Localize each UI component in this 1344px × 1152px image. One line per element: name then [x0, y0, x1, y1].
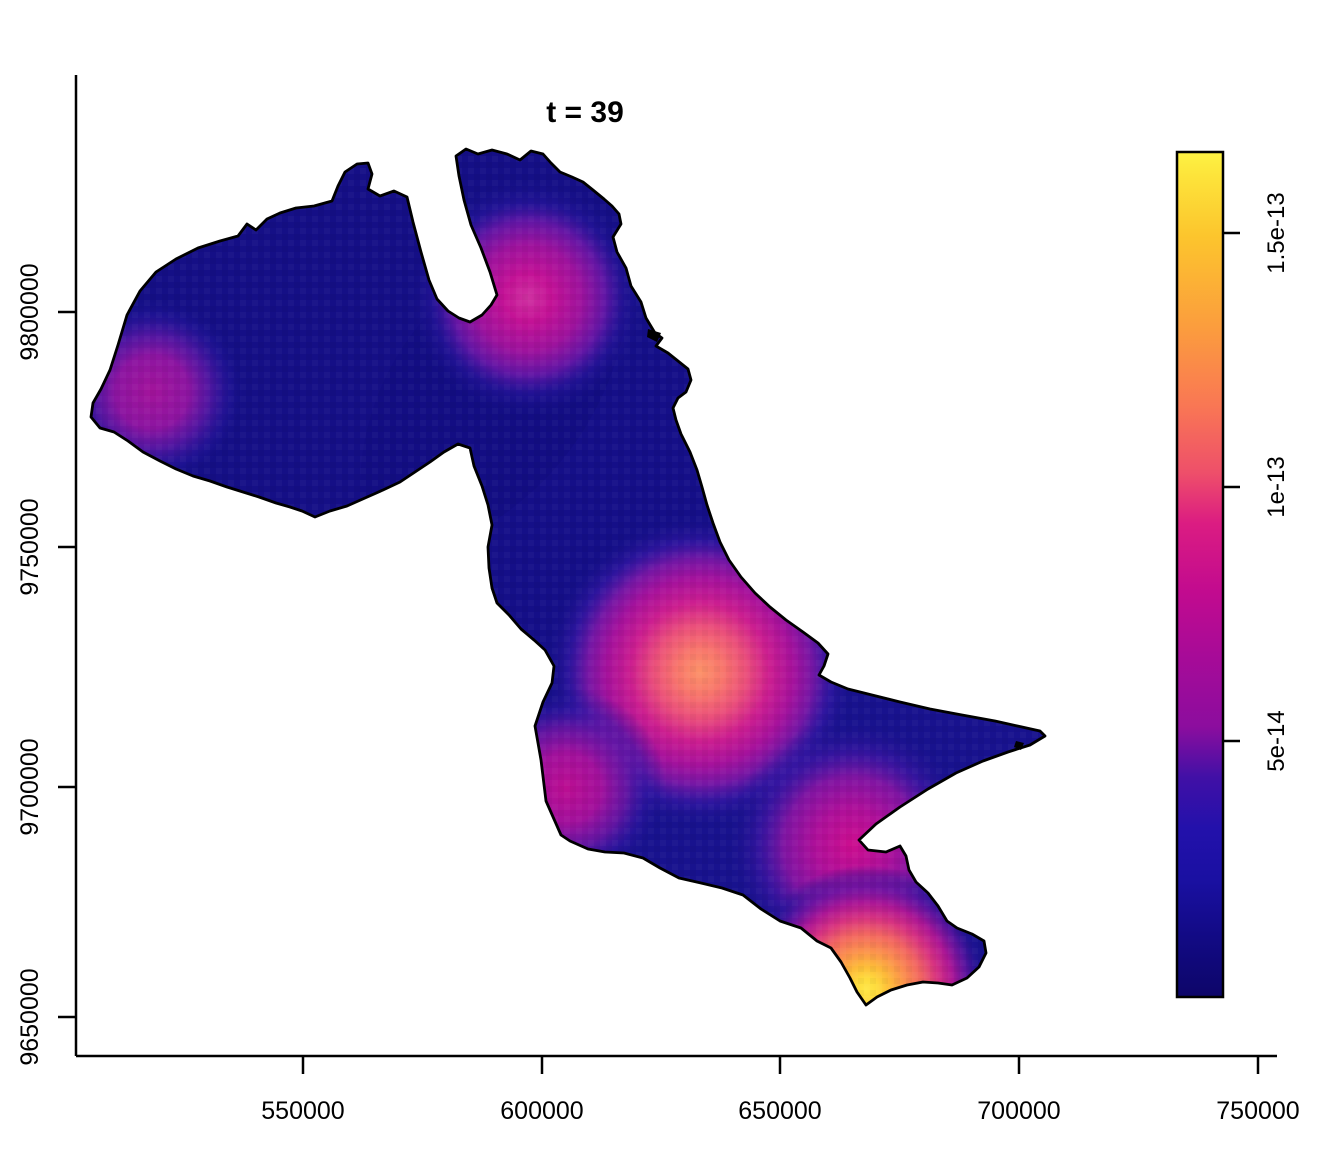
colorbar-tick-label: 1e-13 — [1263, 456, 1290, 517]
x-tick-labels: 550000 600000 650000 700000 750000 — [261, 1097, 1299, 1125]
x-tick-label: 750000 — [1216, 1097, 1299, 1125]
y-tick-label: 9750000 — [16, 498, 44, 595]
x-tick-label: 600000 — [500, 1097, 583, 1125]
y-tick-label: 9650000 — [16, 968, 44, 1065]
colorbar: 1.5e-13 1e-13 5e-14 — [1175, 150, 1290, 999]
axes — [58, 75, 1277, 1074]
x-tick-label: 700000 — [977, 1097, 1060, 1125]
colorbar-tick-label: 5e-14 — [1263, 710, 1290, 771]
y-tick-label: 9700000 — [16, 738, 44, 835]
region-boundary — [89, 147, 1047, 1007]
y-tick-labels: 9800000 9750000 9700000 9650000 — [16, 263, 44, 1065]
colorbar-gradient — [1175, 150, 1225, 999]
x-tick-label: 650000 — [738, 1097, 821, 1125]
heatmap-surface — [91, 149, 1045, 1005]
raster-cell-texture — [91, 149, 1045, 1005]
boundary-detail-mark — [647, 329, 661, 342]
cape-detail-mark — [1014, 741, 1024, 750]
colorbar-ticks — [1223, 231, 1240, 743]
plot-title: t = 39 — [546, 96, 624, 129]
x-tick-label: 550000 — [261, 1097, 344, 1125]
colorbar-tick-label: 1.5e-13 — [1263, 192, 1290, 273]
y-tick-label: 9800000 — [16, 263, 44, 360]
